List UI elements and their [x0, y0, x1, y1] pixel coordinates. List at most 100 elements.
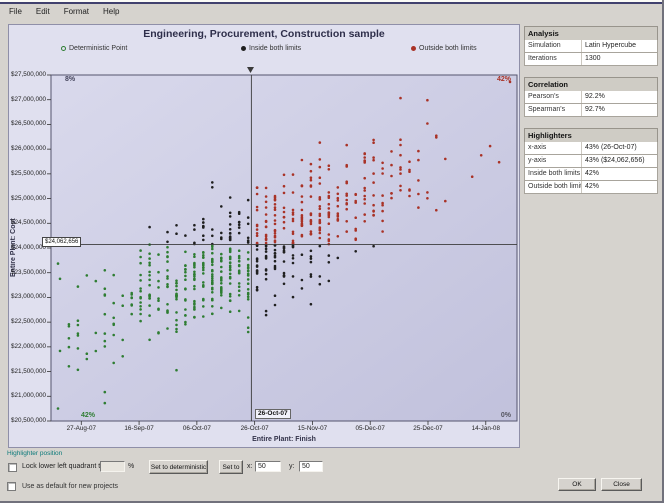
x-tick-label: 26-Oct-07 — [240, 425, 269, 432]
lock-quadrant-checkbox[interactable] — [8, 463, 17, 472]
x-tick-label: 25-Dec-07 — [413, 425, 443, 432]
legend-label: Outside both limits — [419, 45, 477, 52]
x-tick-label: 14-Jan-08 — [471, 425, 500, 432]
x-axis-title: Entire Plant: Finish — [252, 436, 316, 443]
scatter-plot-area[interactable]: 8% 42% 42% 0% $24,062,656 26-Oct-07 — [42, 67, 518, 425]
quadrant-label-bottom-left: 42% — [81, 412, 96, 419]
y-input-label: y: — [289, 463, 295, 470]
x-tick-label: 27-Aug-07 — [66, 425, 96, 432]
x-position-input[interactable] — [255, 461, 281, 472]
set-to-button[interactable]: Set to — [219, 460, 243, 474]
default-settings-row: Use as default for new projects — [7, 482, 118, 491]
y-tick-label: $24,500,000 — [10, 219, 46, 227]
table-row: Simulation Latin Hypercube — [524, 40, 658, 53]
row-value: 1300 — [585, 55, 601, 62]
y-tick-label: $26,000,000 — [10, 145, 46, 153]
row-value: Latin Hypercube — [585, 42, 636, 49]
scatter-plot-canvas[interactable] — [47, 74, 518, 425]
crosshair-y-value-label: $24,062,656 — [42, 237, 82, 247]
menu-help[interactable]: Help — [103, 7, 120, 16]
row-value: 43% (26-Oct-07) — [585, 144, 637, 151]
y-tick-label: $22,000,000 — [10, 342, 46, 350]
table-row: y-axis 43% ($24,062,656) — [524, 155, 658, 168]
legend-dot-icon — [241, 45, 246, 51]
panel-group-analysis: Analysis Simulation Latin Hypercube Iterati… — [524, 26, 658, 66]
axis-ticks — [47, 74, 487, 425]
window-top-strip — [0, 0, 662, 4]
table-row: Spearman's 92.7% — [524, 104, 658, 117]
panel-group-highlighters: Highlighters x-axis 43% (26-Oct-07) y-axis 4… — [524, 128, 658, 194]
row-value: 42% — [585, 170, 600, 177]
set-to-deterministic-button[interactable]: Set to deterministic — [149, 460, 208, 474]
table-row: Pearson's 92.2% — [524, 91, 658, 104]
x-tick-label: 05-Dec-07 — [355, 425, 385, 432]
y-tick-label: $26,500,000 — [10, 120, 46, 128]
y-axis-tick-labels: $27,500,000 $27,000,000 $26,500,000 $26,000… — [9, 25, 48, 449]
x-input-label: x: — [247, 463, 253, 470]
percent-sign-label: % — [128, 463, 135, 470]
y-position-input[interactable] — [299, 461, 323, 472]
highlighter-crosshairs[interactable] — [51, 75, 517, 421]
table-row: x-axis 43% (26-Oct-07) — [524, 142, 658, 155]
y-tick-label: $21,000,000 — [10, 392, 46, 400]
row-value: 92.7% — [585, 106, 605, 113]
row-label: Iterations — [525, 53, 582, 65]
y-tick-label: $22,500,000 — [10, 318, 46, 326]
x-tick-label: 15-Nov-07 — [297, 425, 328, 432]
row-label: y-axis — [525, 155, 582, 167]
use-as-default-label: Use as default for new projects — [21, 483, 119, 491]
legend-item: Deterministic Point — [61, 45, 127, 52]
chart-title: Engineering, Procurement, Construction s… — [143, 28, 385, 40]
highlighter-position-label: Highlighter position — [7, 450, 63, 457]
close-button[interactable]: Close — [601, 478, 642, 491]
y-tick-label: $27,000,000 — [10, 95, 46, 103]
group-title: Highlighters — [524, 128, 658, 142]
analysis-side-panel: Analysis Simulation Latin Hypercube Iterati… — [524, 26, 658, 205]
quadrant-label-bottom-right: 0% — [500, 412, 511, 419]
legend-dot-icon — [411, 45, 416, 51]
row-label: Spearman's — [525, 104, 582, 116]
legend-item: Inside both limits — [241, 45, 301, 52]
highlighter-controls: Lock lower left quadrant to % Set to det… — [6, 459, 526, 477]
row-value: 42% — [585, 183, 600, 190]
row-value: 92.2% — [585, 93, 605, 100]
crosshair-x-value-label: 26-Oct-07 — [255, 409, 291, 419]
y-tick-label: $25,500,000 — [10, 169, 46, 177]
lock-percent-input[interactable] — [100, 461, 125, 472]
group-title: Analysis — [524, 26, 658, 40]
menu-format[interactable]: Format — [63, 7, 90, 16]
quadrant-label-top-right: 42% — [496, 76, 511, 83]
use-as-default-checkbox[interactable] — [7, 482, 16, 491]
table-row: Inside both limits 42% — [524, 168, 658, 181]
scatter-points — [56, 80, 512, 410]
y-tick-label: $27,500,000 — [10, 71, 46, 78]
row-value: 43% ($24,062,656) — [585, 157, 645, 164]
highlighter-handle[interactable] — [247, 67, 254, 73]
ok-button[interactable]: OK — [558, 478, 596, 491]
table-row: Iterations 1300 — [524, 53, 658, 66]
legend-label: Deterministic Point — [69, 45, 128, 52]
x-axis-tick-labels: 27-Aug-07 16-Sep-07 06-Oct-07 26-Oct-07 15-N… — [51, 425, 517, 434]
y-tick-label: $20,500,000 — [10, 417, 46, 424]
row-label: Simulation — [525, 40, 582, 52]
x-tick-label: 06-Oct-07 — [182, 425, 211, 432]
quadrant-label-top-left: 8% — [65, 76, 76, 83]
lock-quadrant-label: Lock lower left quadrant to — [22, 463, 105, 470]
row-label: Outside both limits — [525, 181, 582, 193]
group-title: Correlation — [524, 77, 658, 91]
x-tick-label: 16-Sep-07 — [124, 425, 154, 432]
menu-edit[interactable]: Edit — [35, 7, 50, 16]
chart-panel: Engineering, Procurement, Construction s… — [8, 24, 520, 448]
y-tick-label: $23,500,000 — [10, 268, 46, 276]
menu-bar: File Edit Format Help — [2, 7, 126, 20]
legend-circle-icon — [61, 45, 66, 51]
y-tick-label: $21,500,000 — [10, 367, 46, 375]
row-label: x-axis — [525, 142, 582, 154]
legend-label: Inside both limits — [249, 45, 302, 52]
legend-item: Outside both limits — [411, 45, 477, 52]
menu-file[interactable]: File — [9, 7, 22, 16]
panel-group-correlation: Correlation Pearson's 92.2% Spearman's 92.7% — [524, 77, 658, 117]
y-tick-label: $23,000,000 — [10, 293, 46, 301]
y-tick-label: $24,000,000 — [10, 244, 46, 251]
